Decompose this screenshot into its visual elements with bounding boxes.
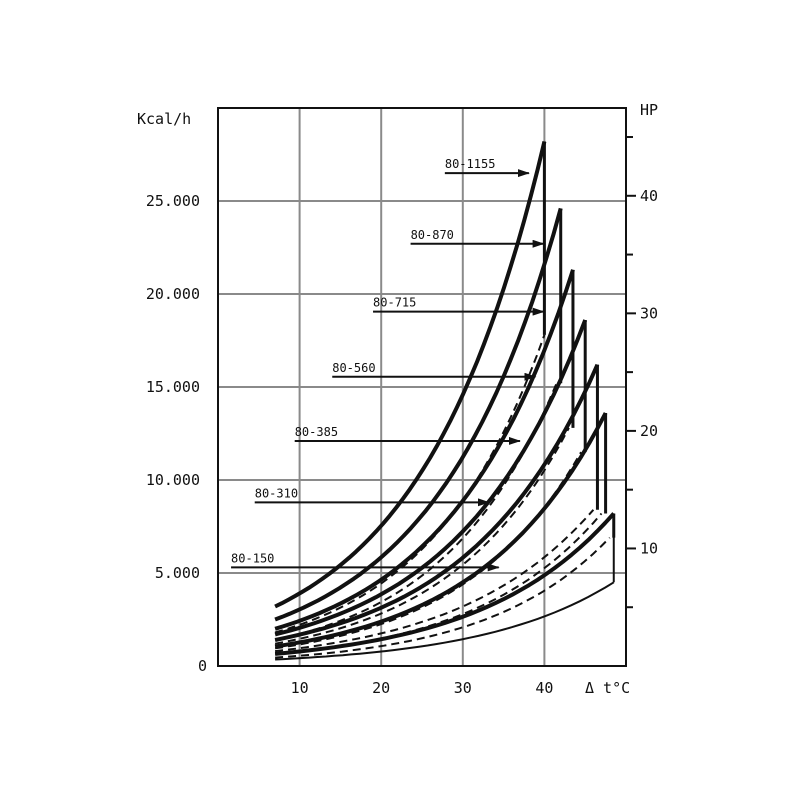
series-group <box>274 141 616 661</box>
series-80150-solid-line <box>274 512 616 656</box>
series-80150-base-line <box>275 581 615 661</box>
series-80560-solid-line <box>274 319 588 637</box>
series-label: 80-385 <box>295 425 338 439</box>
series-80870-solid-line <box>274 207 563 622</box>
x-tick-labels: 10 20 30 40 <box>291 679 554 697</box>
annotation-group: 80-1155 80-870 80-715 80-560 80-385 80-310 80-… <box>231 157 545 572</box>
x-tick-label: 30 <box>454 679 472 697</box>
right-tick-labels: 10 20 30 40 <box>640 187 658 558</box>
series-label: 80-870 <box>411 228 454 242</box>
x-tick-label: 10 <box>291 679 309 697</box>
y-tick-label: 0 <box>198 657 207 675</box>
x-tick-label: 40 <box>535 679 553 697</box>
y-tick-labels: 0 5.000 10.000 15.000 20.000 25.000 <box>146 192 207 675</box>
right-axis-label: HP <box>640 101 658 119</box>
series-80310-solid-line <box>274 412 608 649</box>
series-80715-solid-line <box>274 269 575 631</box>
series-label: 80-310 <box>255 486 298 500</box>
left-axis-label: Kcal/h <box>137 110 191 128</box>
y-tick-label: 25.000 <box>146 192 200 210</box>
right-axis-ticks <box>626 136 636 609</box>
y-tick-label: 20.000 <box>146 285 200 303</box>
y-tick-label: 15.000 <box>146 378 200 396</box>
grid <box>218 108 626 666</box>
y-tick-label: 10.000 <box>146 471 200 489</box>
right-tick-label: 10 <box>640 539 658 557</box>
right-tick-label: 40 <box>640 187 658 205</box>
series-80715-dashed-line <box>274 427 570 645</box>
series-label: 80-560 <box>332 361 375 375</box>
series-80385-solid-line <box>274 363 600 642</box>
right-tick-label: 30 <box>640 304 658 322</box>
plot-frame <box>217 107 627 667</box>
series-label: 80-715 <box>373 296 416 310</box>
series-801155-dashed-line <box>274 334 546 634</box>
x-axis-label: Δ t°C <box>585 679 630 697</box>
series-80150-dashed-line <box>275 536 611 659</box>
series-80385-dashed-line <box>274 509 595 653</box>
series-801155-solid-line <box>274 141 547 609</box>
right-tick-label: 20 <box>640 422 658 440</box>
x-tick-label: 20 <box>372 679 390 697</box>
y-tick-label: 5.000 <box>155 564 200 582</box>
series-label: 80-1155 <box>445 157 496 171</box>
series-label: 80-150 <box>231 551 274 565</box>
